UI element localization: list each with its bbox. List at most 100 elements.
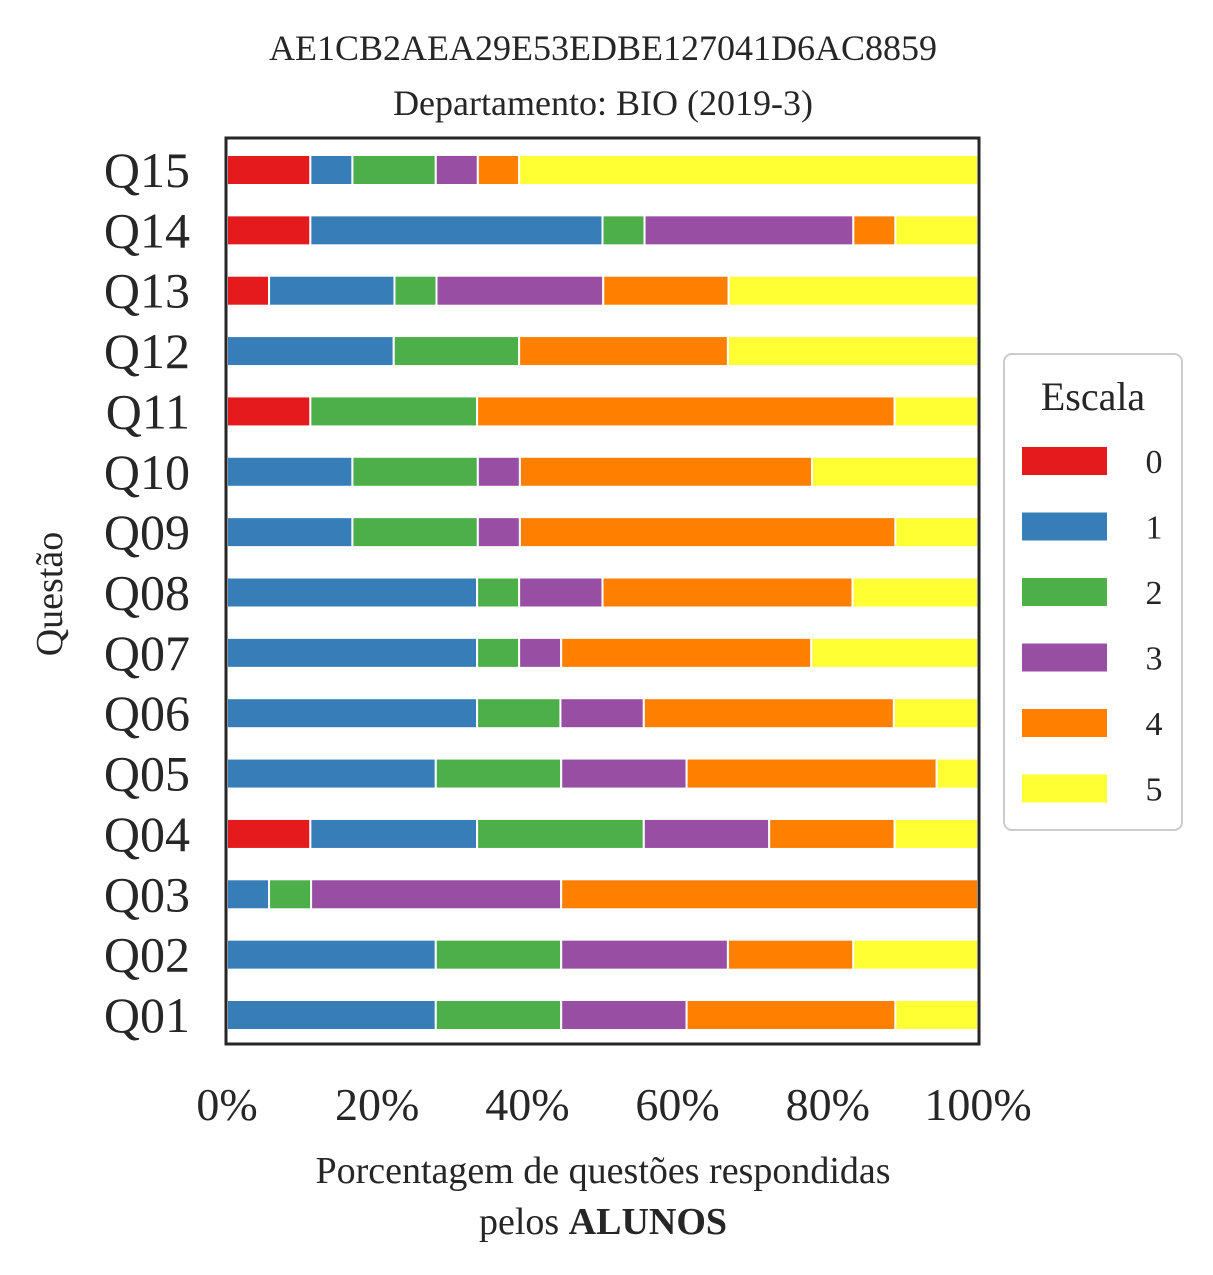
- bar-segment-q02-scale-2: [434, 938, 563, 971]
- bar-segment-q06-scale-3: [559, 697, 645, 730]
- legend: Escala 0 1 2 3 4 5: [1003, 353, 1183, 831]
- bar-segment-q04-scale-1: [309, 817, 479, 850]
- x-tick-labels: 0% 20% 40% 60% 80% 100%: [196, 1079, 1031, 1130]
- bar-segment-q15-scale-2: [351, 154, 437, 186]
- bar-segment-q09-scale-1: [226, 516, 354, 549]
- bar-segment-q08-scale-2: [476, 576, 521, 609]
- bar-segment-q15-scale-0: [226, 154, 312, 186]
- x-tick-label-60: 60%: [635, 1079, 719, 1130]
- bar-segment-q09-scale-3: [476, 516, 521, 549]
- legend-swatch-4: [1022, 709, 1107, 737]
- bar-segment-q03-scale-4: [560, 878, 979, 911]
- bar-segment-q05-scale-2: [434, 757, 563, 790]
- x-axis-label-line2: pelos ALUNOS: [479, 1201, 727, 1243]
- bar-segment-q13-scale-5: [727, 274, 980, 307]
- bar-segment-q01-scale-1: [226, 999, 437, 1031]
- bar-segment-q08-scale-3: [518, 576, 604, 609]
- bar-segment-q07-scale-2: [476, 636, 521, 669]
- y-tick-label-q07: Q07: [104, 625, 190, 681]
- bar-segment-q03-scale-3: [310, 878, 563, 911]
- y-tick-label-q08: Q08: [104, 565, 190, 621]
- bar-segment-q07-scale-1: [226, 636, 479, 669]
- bar-segment-q03-scale-2: [268, 878, 313, 911]
- x-tick-label-40: 40%: [485, 1079, 569, 1130]
- bar-segment-q10-scale-4: [518, 455, 814, 488]
- bar-segment-q07-scale-5: [810, 636, 980, 669]
- legend-swatch-3: [1022, 643, 1107, 672]
- bar-segment-q10-scale-2: [351, 455, 479, 488]
- y-tick-labels: Q01Q02Q03Q04Q05Q06Q07Q08Q09Q10Q11Q12Q13Q…: [104, 142, 190, 1043]
- bar-segment-q08-scale-1: [226, 576, 479, 609]
- bar-segment-q12-scale-1: [226, 335, 395, 368]
- x-tick-label-80: 80%: [786, 1079, 870, 1130]
- bar-segment-q11-scale-5: [893, 395, 979, 428]
- bar-segment-q05-scale-5: [935, 757, 980, 790]
- bar-segment-q12-scale-2: [392, 335, 521, 368]
- bar-segment-q14-scale-1: [309, 214, 604, 247]
- bar-segment-q08-scale-4: [601, 576, 854, 609]
- y-tick-label-q14: Q14: [104, 202, 190, 258]
- bar-segment-q13-scale-4: [602, 274, 730, 307]
- y-tick-label-q11: Q11: [106, 383, 190, 439]
- y-tick-label-q05: Q05: [104, 746, 190, 802]
- bar-segment-q04-scale-3: [642, 817, 771, 850]
- legend-label-4: 4: [1146, 706, 1163, 743]
- y-tick-label-q09: Q09: [104, 504, 190, 560]
- bar-segment-q12-scale-4: [518, 335, 729, 368]
- bar-segment-q11-scale-4: [476, 395, 896, 428]
- bar-segment-q14-scale-5: [894, 214, 980, 247]
- legend-items: 0 1 2 3 4 5: [1022, 444, 1163, 809]
- bar-segment-q15-scale-1: [309, 154, 354, 186]
- y-tick-label-q02: Q02: [104, 927, 190, 983]
- bar-segment-q05-scale-4: [685, 757, 938, 790]
- legend-label-5: 5: [1146, 772, 1163, 809]
- bar-segment-q03-scale-1: [226, 878, 271, 911]
- x-tick-label-20: 20%: [335, 1079, 419, 1130]
- bar-segment-q01-scale-5: [894, 999, 980, 1031]
- bar-segment-q01-scale-2: [434, 999, 563, 1031]
- chart-subtitle: Departamento: BIO (2019-3): [393, 83, 813, 123]
- bar-segment-q14-scale-3: [643, 214, 855, 247]
- x-axis-label: Porcentagem de questões respondidas: [315, 1150, 890, 1192]
- legend-swatch-2: [1022, 578, 1107, 606]
- bar-segment-q02-scale-4: [726, 938, 855, 971]
- legend-label-3: 3: [1146, 641, 1163, 678]
- bar-segment-q15-scale-5: [518, 154, 979, 186]
- y-tick-label-q10: Q10: [104, 444, 190, 500]
- bar-area: [226, 154, 980, 1031]
- bar-segment-q10-scale-3: [476, 455, 521, 488]
- bar-segment-q04-scale-2: [476, 817, 645, 850]
- y-tick-label-q01: Q01: [104, 987, 190, 1043]
- bar-segment-q12-scale-5: [726, 335, 979, 368]
- bar-segment-q06-scale-1: [226, 697, 479, 730]
- bar-segment-q09-scale-4: [518, 516, 897, 549]
- bar-segment-q13-scale-3: [435, 274, 605, 307]
- bar-segment-q06-scale-4: [642, 697, 895, 730]
- bar-segment-q01-scale-4: [685, 999, 897, 1031]
- legend-label-1: 1: [1146, 510, 1163, 547]
- bar-segment-q13-scale-2: [393, 274, 438, 307]
- bar-segment-q11-scale-2: [309, 395, 479, 428]
- legend-label-0: 0: [1146, 444, 1163, 481]
- y-tick-label-q13: Q13: [104, 263, 190, 319]
- bar-segment-q09-scale-2: [351, 516, 479, 549]
- x-axis-label-bold: ALUNOS: [569, 1201, 727, 1243]
- bar-segment-q05-scale-3: [560, 757, 688, 790]
- bar-segment-q13-scale-1: [268, 274, 396, 307]
- bar-segment-q14-scale-4: [852, 214, 897, 247]
- legend-label-2: 2: [1146, 575, 1163, 612]
- legend-title: Escala: [1041, 374, 1146, 419]
- bar-segment-q08-scale-5: [851, 576, 980, 609]
- bar-segment-q05-scale-1: [226, 757, 437, 790]
- x-tick-label-0: 0%: [196, 1079, 257, 1130]
- x-tick-label-100: 100%: [924, 1079, 1031, 1130]
- y-tick-label-q04: Q04: [104, 806, 190, 862]
- bar-segment-q15-scale-4: [476, 154, 521, 186]
- legend-swatch-0: [1022, 447, 1107, 475]
- bar-segment-q07-scale-3: [518, 636, 563, 669]
- bar-segment-q10-scale-5: [811, 455, 979, 488]
- bar-segment-q15-scale-3: [434, 154, 479, 186]
- bar-segment-q14-scale-0: [226, 214, 312, 247]
- bar-segment-q04-scale-4: [768, 817, 896, 850]
